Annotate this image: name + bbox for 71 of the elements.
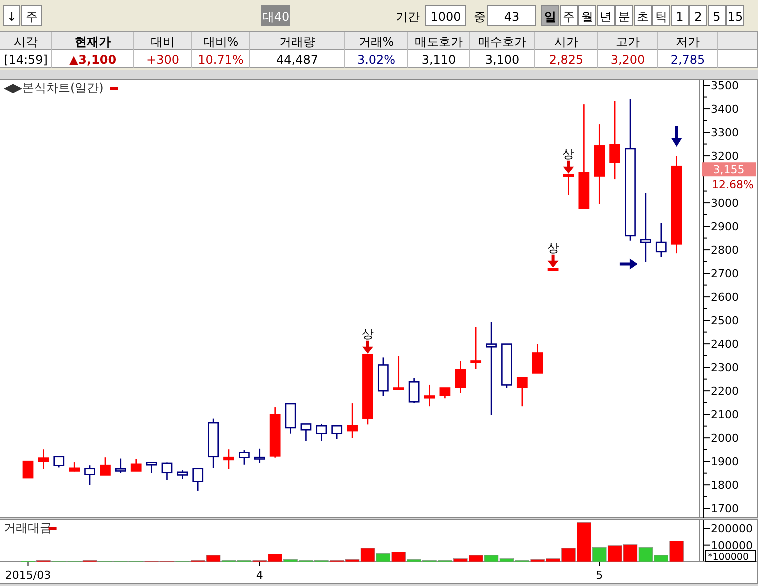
chart-title: 거래대금 bbox=[4, 521, 52, 535]
text: 거래량 bbox=[280, 35, 316, 49]
y-tick-label: 200000 bbox=[711, 522, 753, 536]
text: 현재가 bbox=[75, 35, 111, 49]
text: 대비% bbox=[203, 35, 239, 49]
text: 3.02% bbox=[357, 53, 396, 67]
annotation: 상 bbox=[562, 146, 575, 161]
text: 중 bbox=[474, 10, 486, 24]
text: 월 bbox=[582, 10, 594, 24]
y-tick-label: 2300 bbox=[711, 362, 739, 375]
y-tick-label: 1900 bbox=[711, 456, 739, 469]
text: ↓ bbox=[6, 10, 18, 24]
text: +300 bbox=[146, 53, 180, 67]
text: ▲3,100 bbox=[69, 53, 117, 67]
annotation: 상 bbox=[547, 240, 560, 255]
text: 대40 bbox=[262, 10, 290, 24]
text: 시각 bbox=[14, 35, 38, 49]
y-tick-label: 3300 bbox=[711, 126, 739, 140]
text: 분 bbox=[618, 10, 630, 24]
y-tick-label: 1800 bbox=[711, 479, 739, 492]
y-tick-label: 2600 bbox=[711, 291, 739, 304]
text: 1000 bbox=[430, 10, 462, 24]
text: 3,100 bbox=[485, 53, 520, 67]
text: 대비 bbox=[151, 35, 175, 49]
y-tick-label: 2000 bbox=[711, 432, 739, 446]
text: 2 bbox=[694, 10, 702, 24]
text: 매수호가 bbox=[478, 35, 526, 49]
y-tick-label: 2400 bbox=[711, 338, 739, 352]
text: 12.68% bbox=[712, 178, 754, 192]
text: 3,110 bbox=[422, 53, 456, 67]
text: 2,785 bbox=[670, 53, 706, 67]
y-tick-label: 3200 bbox=[711, 150, 739, 164]
text: 44,487 bbox=[276, 53, 318, 67]
text: 기간 bbox=[396, 10, 420, 24]
text: 3,200 bbox=[610, 53, 646, 67]
text: 2,825 bbox=[549, 53, 584, 67]
text: 저가 bbox=[676, 35, 700, 49]
text: 15 bbox=[728, 10, 744, 24]
x-tick-label: 4 bbox=[256, 569, 264, 582]
y-tick-label: 3000 bbox=[711, 197, 739, 210]
text: 거래% bbox=[358, 35, 394, 49]
text: 틱 bbox=[656, 10, 668, 24]
y-tick-label: 2100 bbox=[711, 408, 739, 422]
text: 고가 bbox=[616, 35, 640, 49]
chart-title: ◀▶본식차트(일간) bbox=[4, 81, 104, 95]
y-tick-label: 3500 bbox=[711, 80, 739, 93]
text: 43 bbox=[504, 10, 520, 24]
y-tick-label: 1700 bbox=[711, 502, 739, 516]
y-tick-label: 2800 bbox=[711, 244, 739, 258]
text: 년 bbox=[600, 10, 612, 24]
text: 매도호가 bbox=[415, 35, 463, 49]
y-tick-label: 2200 bbox=[711, 385, 739, 398]
text: 주 bbox=[563, 10, 575, 24]
text: *100000 bbox=[708, 552, 750, 563]
text: 일 bbox=[544, 10, 556, 24]
text: 1 bbox=[676, 10, 684, 24]
text: [14:59] bbox=[4, 53, 48, 67]
y-tick-label: 3400 bbox=[711, 103, 739, 116]
x-tick-label: 2015/03 bbox=[5, 569, 52, 582]
y-tick-label: 2500 bbox=[711, 314, 739, 328]
annotation: 상 bbox=[362, 326, 374, 341]
y-tick-label: 2700 bbox=[711, 268, 739, 281]
text: 5 bbox=[713, 10, 721, 24]
text: 주 bbox=[26, 10, 38, 24]
text: 10.71% bbox=[198, 53, 244, 67]
text: 시가 bbox=[554, 35, 578, 49]
y-tick-label: 100000 bbox=[711, 539, 753, 552]
x-tick-label: 5 bbox=[596, 569, 604, 582]
y-tick-label: 2900 bbox=[711, 220, 739, 234]
text: 초 bbox=[637, 10, 649, 24]
text: 3,155 bbox=[713, 164, 745, 177]
